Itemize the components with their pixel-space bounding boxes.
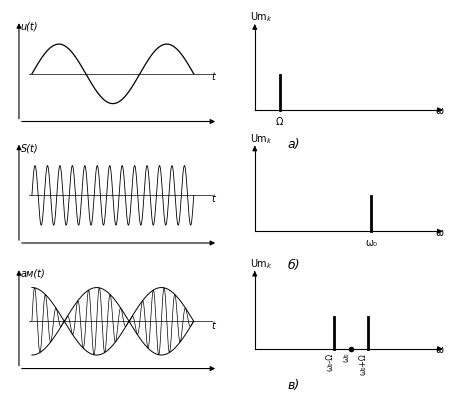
Text: ω: ω (436, 345, 444, 355)
Text: ω₀-Ω: ω₀-Ω (326, 353, 335, 371)
Text: ω₀+Ω: ω₀+Ω (359, 353, 368, 375)
Text: ω: ω (436, 228, 444, 238)
Text: Um$_k$: Um$_k$ (250, 132, 272, 146)
Text: t: t (211, 194, 215, 204)
Text: t: t (211, 72, 215, 82)
Text: Um$_k$: Um$_k$ (250, 11, 272, 24)
Text: ам(t): ам(t) (20, 269, 46, 279)
Text: S(t): S(t) (20, 143, 38, 153)
Text: ω: ω (436, 107, 444, 117)
Text: ω₀: ω₀ (365, 238, 377, 248)
Text: u(t): u(t) (20, 22, 38, 32)
Text: Um$_k$: Um$_k$ (250, 257, 272, 271)
Text: Ω: Ω (276, 117, 283, 127)
Text: t: t (211, 321, 215, 331)
Text: б): б) (288, 259, 300, 272)
Text: ω₀: ω₀ (342, 353, 351, 362)
Text: в): в) (288, 379, 300, 392)
Text: а): а) (288, 138, 300, 151)
